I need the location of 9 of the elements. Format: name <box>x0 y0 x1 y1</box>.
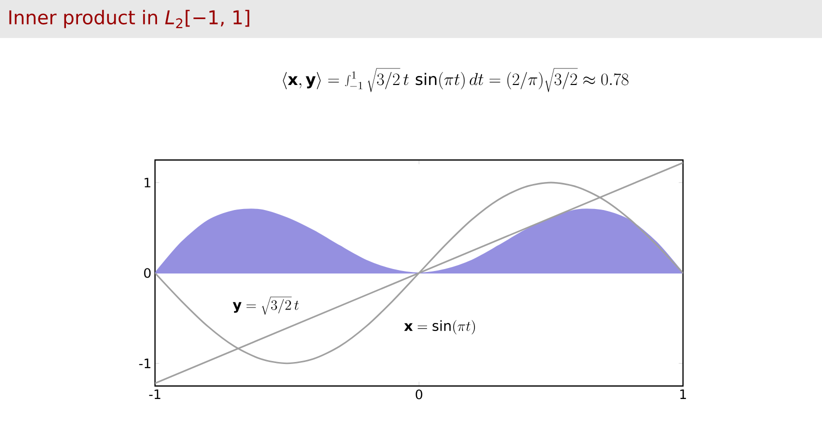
x-tick-label: 1 <box>680 390 686 399</box>
y-tick-label: 0 <box>144 268 151 278</box>
y-tick-label: -1 <box>139 358 150 368</box>
y-tick-label: 1 <box>144 178 150 188</box>
chart-title: Inner product in L$_{2}$[−1, 1] <box>9 10 250 28</box>
chart-subtitle: $\langle \mathbf{x},\mathbf{y}\rangle = \int_{-1}^{1}\sqrt{3/2}\,t\,\sin(\pi t)\,dt = (2/\pi)\sqrt{3/2} \approx 0.78$ <box>282 68 628 92</box>
series-label: $\mathbf{y} = \sqrt{3/2}\,t$ <box>232 296 299 315</box>
x-tick-label: 0 <box>416 390 422 400</box>
text: $\mathbf{x} = \sin(\pi t)$ <box>404 320 475 334</box>
